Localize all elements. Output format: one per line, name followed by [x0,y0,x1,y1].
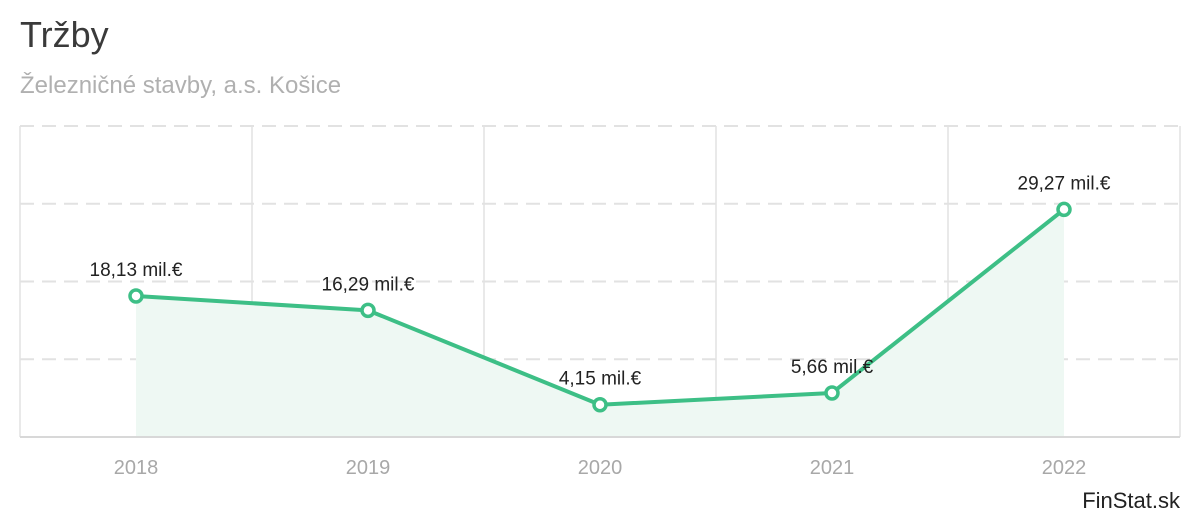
x-tick-label-2020: 2020 [578,457,623,479]
data-label-2019: 16,29 mil.€ [322,274,415,295]
x-tick-label-2018: 2018 [114,457,159,479]
data-label-2021: 5,66 mil.€ [791,357,874,378]
data-point-2022[interactable] [1056,201,1072,218]
data-label-2022: 29,27 mil.€ [1018,173,1111,194]
data-point-2021[interactable] [824,385,840,401]
x-tick-label-2022: 2022 [1042,457,1087,479]
x-tick-label-2021: 2021 [810,457,855,479]
source-link[interactable]: FinStat.sk [1082,488,1180,513]
x-tick-label-2019: 2019 [346,457,391,479]
data-label-2018: 18,13 mil.€ [90,260,183,281]
data-point-2020[interactable] [592,396,608,413]
chart-title: Tržby [20,14,109,55]
series-area [136,209,1064,437]
data-label-2020: 4,15 mil.€ [559,369,642,390]
data-point-2019[interactable] [360,302,376,319]
data-point-2018[interactable] [128,288,144,304]
chart-subtitle: Železničné stavby, a.s. Košice [20,72,342,99]
